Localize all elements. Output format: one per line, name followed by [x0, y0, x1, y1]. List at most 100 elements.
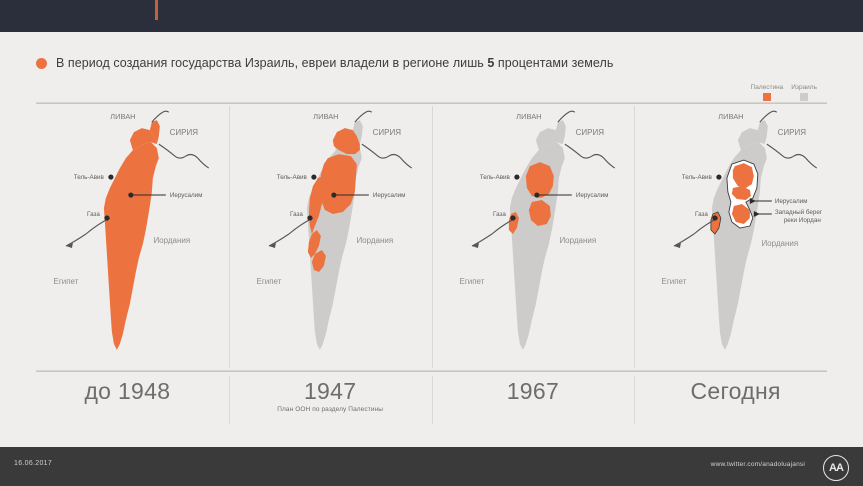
- border-syria-line: [564, 143, 615, 169]
- label-egypt: Египет: [662, 277, 687, 286]
- dot-tel-aviv: [716, 174, 722, 180]
- caption-title-1947: 1947: [303, 378, 357, 404]
- arrow-jerusalem: [750, 198, 757, 205]
- divider-top: [36, 102, 827, 104]
- legend-item-palestine: Палестина: [751, 84, 783, 101]
- territory-palestine-coast-1947: [308, 176, 324, 235]
- caption-1948: до 1948: [26, 374, 229, 430]
- territory-israel-1967: [509, 142, 565, 350]
- territory-israel-north-1967: [535, 128, 563, 151]
- top-bar-accent-mark: [155, 0, 158, 20]
- label-jerusalem: Иерусалим: [170, 192, 203, 199]
- bottom-bar: [0, 447, 863, 486]
- label-jordan: Иордания: [356, 236, 393, 245]
- border-egypt-line: [673, 217, 719, 247]
- map-1948: ЛИВАН СИРИЯ Тель-Авив Иерусалим Газа Иор…: [54, 110, 210, 350]
- dot-gaza: [104, 215, 110, 221]
- map-panel-1947: ЛИВАН СИРИЯ Тель-Авив Иерусалим Газа Иор…: [228, 106, 432, 368]
- territory-palestine-north-1948: [129, 128, 157, 151]
- label-egypt: Египет: [459, 277, 484, 286]
- anadolu-agency-logo-icon: AA: [823, 455, 849, 481]
- dot-tel-aviv: [108, 174, 114, 180]
- label-lebanon: ЛИВАН: [718, 112, 743, 121]
- headline-text: В период создания государства Израиль, е…: [56, 56, 613, 70]
- arrow-egypt-tip: [674, 242, 682, 248]
- label-lebanon: ЛИВАН: [313, 112, 338, 121]
- arrow-egypt-tip: [471, 242, 479, 248]
- border-lebanon-line: [151, 110, 170, 123]
- caption-today: Сегодня: [634, 374, 837, 430]
- border-egypt-line: [65, 217, 111, 247]
- map-1947: ЛИВАН СИРИЯ Тель-Авив Иерусалим Газа Иор…: [256, 110, 412, 350]
- caption-title-today: Сегодня: [690, 378, 781, 404]
- dot-gaza: [509, 215, 515, 221]
- label-west-bank-line2: реки Иордан: [784, 217, 822, 224]
- map-panel-1948: ЛИВАН СИРИЯ Тель-Авив Иерусалим Газа Иор…: [26, 106, 229, 368]
- territory-israel-north-today: [738, 128, 766, 151]
- label-jordan: Иордания: [762, 239, 799, 248]
- caption-sub-1947: План ООН по разделу Палестины: [277, 406, 384, 413]
- label-tel-aviv: Тель-Авив: [74, 174, 105, 181]
- territory-palestine-gaza-1947: [307, 230, 321, 258]
- territory-israel-panhandle-1947: [352, 120, 363, 145]
- label-jerusalem: Иерусалим: [775, 198, 808, 205]
- legend: Палестина Израиль: [751, 84, 817, 101]
- label-tel-aviv: Тель-Авив: [682, 174, 713, 181]
- legend-label-israel: Израиль: [791, 84, 817, 91]
- border-lebanon-line: [556, 110, 575, 123]
- headline-suffix: процентами земель: [494, 56, 614, 70]
- border-egypt-line: [471, 217, 516, 247]
- label-lebanon: ЛИВАН: [516, 112, 541, 121]
- label-tel-aviv: Тель-Авив: [276, 174, 307, 181]
- caption-1947: 1947 План ООН по разделу Палестины: [228, 374, 432, 430]
- border-lebanon-line: [354, 110, 372, 123]
- label-gaza: Газа: [695, 211, 708, 218]
- territory-palestine-westbank-south-1967: [528, 200, 551, 227]
- label-syria: СИРИЯ: [372, 128, 401, 137]
- legend-item-israel: Израиль: [791, 84, 817, 101]
- label-syria: СИРИЯ: [575, 128, 604, 137]
- territory-palestine-negev-1947: [311, 249, 326, 272]
- territory-palestine-galilee-1947: [332, 128, 360, 155]
- divider-bottom: [36, 370, 827, 372]
- border-syria-line: [766, 143, 818, 169]
- panel-captions: до 1948 1947 План ООН по разделу Палести…: [26, 374, 837, 430]
- map-panels: ЛИВАН СИРИЯ Тель-Авив Иерусалим Газа Иор…: [26, 106, 837, 368]
- legend-swatch-palestine: [762, 93, 771, 101]
- arrow-west-bank: [754, 211, 761, 218]
- headline-emphasis: 5: [487, 56, 495, 70]
- territory-palestine-enclave-4: [738, 168, 751, 181]
- label-jordan: Иордания: [153, 236, 190, 245]
- territory-palestine-1948: [103, 142, 159, 350]
- dot-gaza: [712, 215, 718, 221]
- border-egypt-line: [268, 217, 313, 247]
- label-egypt: Египет: [256, 277, 281, 286]
- label-gaza: Газа: [87, 211, 100, 218]
- label-jerusalem: Иерусалим: [373, 192, 406, 199]
- legend-swatch-israel: [800, 93, 809, 101]
- border-syria-line: [361, 143, 412, 169]
- top-bar: [0, 0, 863, 32]
- caption-title-1948: до 1948: [84, 378, 171, 404]
- content-canvas: В период создания государства Израиль, е…: [0, 32, 863, 447]
- map-panel-today: ЛИВАН СИРИЯ Тель-Авив Иерусалим Западный…: [634, 106, 837, 368]
- label-syria: СИРИЯ: [170, 128, 199, 137]
- footer-date: 16.06.2017: [14, 460, 53, 467]
- dot-tel-aviv: [513, 174, 519, 180]
- label-gaza: Газа: [290, 211, 303, 218]
- map-today: ЛИВАН СИРИЯ Тель-Авив Иерусалим Западный…: [662, 110, 823, 350]
- label-jerusalem: Иерусалим: [575, 192, 608, 199]
- label-egypt: Египет: [54, 277, 79, 286]
- label-jordan: Иордания: [559, 236, 596, 245]
- footer-url[interactable]: www.twitter.com/anadoluajansi: [710, 461, 805, 468]
- map-1967: ЛИВАН СИРИЯ Тель-Авив Иерусалим Газа Иор…: [459, 110, 615, 350]
- label-lebanon: ЛИВАН: [110, 112, 135, 121]
- label-west-bank-line1: Западный берег: [775, 208, 823, 216]
- territory-israel-panhandle-1967: [555, 120, 566, 145]
- headline: В период создания государства Израиль, е…: [36, 56, 613, 70]
- territory-palestine-westbank-north-1967: [525, 162, 554, 199]
- bullet-dot-icon: [36, 57, 47, 69]
- territory-israel-panhandle-today: [758, 120, 769, 145]
- label-syria: СИРИЯ: [778, 128, 807, 137]
